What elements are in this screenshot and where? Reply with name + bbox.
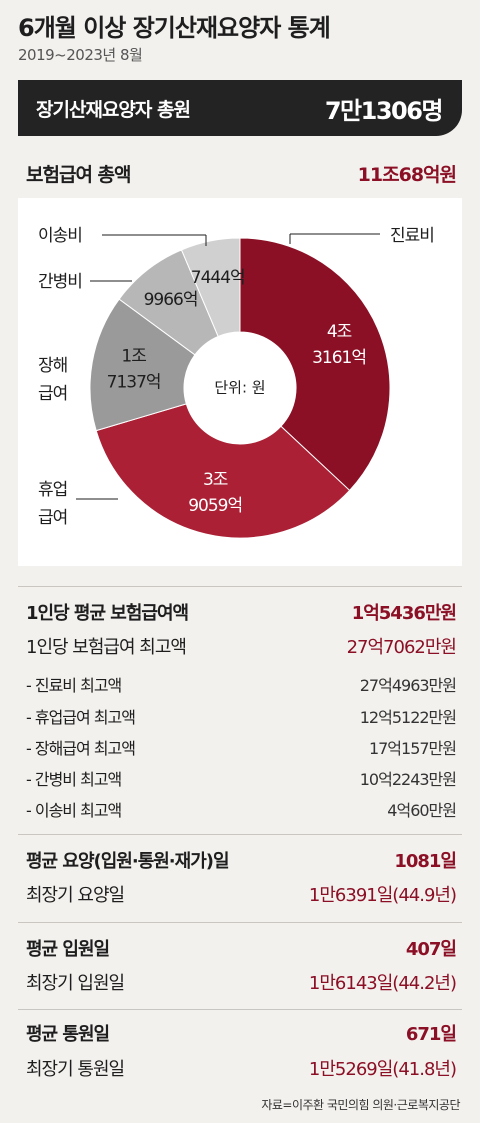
avg-outpatient-value: 671일 (405, 1024, 457, 1045)
item-label: - 간병비 최고액 (26, 770, 122, 789)
item-value: 27억4963만원 (359, 676, 457, 695)
avg-outpatient-row: 평균 통원일 671일 (26, 1019, 457, 1047)
slice-value-label: 4조 (327, 322, 352, 342)
divider (18, 1009, 462, 1010)
slice-value-label: 9966억 (144, 290, 198, 310)
list-item: - 진료비 최고액 27억4963만원 (26, 670, 457, 698)
total-count-banner: 장기산재요양자 총원 7만1306명 (18, 80, 462, 136)
pie-slice-0 (239, 237, 391, 492)
item-label: - 휴업급여 최고액 (26, 708, 136, 727)
slice-value-label: 7444억 (191, 268, 245, 288)
avg-care-label: 평균 요양(입원·통원·재가)일 (26, 851, 230, 872)
item-label: - 이송비 최고액 (26, 801, 122, 820)
avg-care-row: 평균 요양(입원·통원·재가)일 1081일 (26, 846, 457, 874)
unit-label: 단위: 원 (214, 379, 265, 397)
divider (18, 586, 462, 587)
max-care-label: 최장기 요양일 (26, 885, 125, 906)
max-care-row: 최장기 요양일 1만6391일(44.9년) (26, 880, 457, 908)
pie-slice-4 (180, 237, 241, 338)
item-value: 10억2243만원 (359, 770, 457, 789)
max-inpatient-row: 최장기 입원일 1만6143일(44.2년) (26, 968, 457, 996)
pie-slice-2 (89, 298, 196, 432)
avg-benefit-label: 1인당 평균 보험급여액 (26, 603, 189, 624)
slice-value-label: 7137억 (107, 372, 161, 392)
category-label: 진료비 (390, 226, 434, 246)
slice-value-label: 9059억 (188, 496, 242, 516)
avg-inpatient-row: 평균 입원일 407일 (26, 934, 457, 962)
max-outpatient-value: 1만5269일(41.8년) (308, 1059, 457, 1080)
max-benefit-value: 27억7062만원 (346, 637, 457, 658)
avg-inpatient-label: 평균 입원일 (26, 939, 110, 960)
max-outpatient-label: 최장기 통원일 (26, 1059, 125, 1080)
benefit-total-value: 11조68억원 (357, 164, 457, 186)
item-value: 12억5122만원 (359, 708, 457, 727)
avg-inpatient-value: 407일 (405, 939, 457, 960)
item-value: 4억60만원 (387, 801, 457, 820)
avg-care-value: 1081일 (394, 851, 457, 872)
slice-value-label: 3조 (203, 470, 228, 490)
max-benefit-label: 1인당 보험급여 최고액 (26, 637, 187, 658)
max-outpatient-row: 최장기 통원일 1만5269일(41.8년) (26, 1054, 457, 1082)
category-label: 이송비 (38, 226, 82, 246)
source-note: 자료=이주환 국민의힘 의원·근로복지공단 (261, 1098, 460, 1112)
slice-value-label: 1조 (121, 346, 146, 366)
item-value: 17억157만원 (368, 739, 457, 758)
max-care-value: 1만6391일(44.9년) (308, 885, 457, 906)
list-item: - 휴업급여 최고액 12억5122만원 (26, 702, 457, 730)
total-count-label: 장기산재요양자 총원 (36, 98, 191, 121)
category-label: 간병비 (38, 272, 82, 292)
avg-benefit-value: 1억5436만원 (351, 603, 457, 624)
list-item: - 이송비 최고액 4억60만원 (26, 795, 457, 823)
max-inpatient-label: 최장기 입원일 (26, 973, 125, 994)
list-item: - 장해급여 최고액 17억157만원 (26, 733, 457, 761)
max-inpatient-value: 1만6143일(44.2년) (308, 973, 457, 994)
divider (18, 834, 462, 835)
category-label: 급여 (38, 508, 67, 528)
category-label: 휴업 (38, 480, 67, 500)
max-benefit-row: 1인당 보험급여 최고액 27억7062만원 (26, 632, 457, 660)
total-count-value: 7만1306명 (324, 96, 444, 125)
page-title: 6개월 이상 장기산재요양자 통계 (18, 14, 331, 42)
avg-benefit-row: 1인당 평균 보험급여액 1억5436만원 (26, 598, 457, 626)
category-label: 급여 (38, 384, 67, 404)
item-label: - 장해급여 최고액 (26, 739, 136, 758)
page-subtitle: 2019~2023년 8월 (18, 46, 143, 64)
avg-outpatient-label: 평균 통원일 (26, 1024, 110, 1045)
list-item: - 간병비 최고액 10억2243만원 (26, 764, 457, 792)
category-label: 장해 (38, 356, 67, 376)
benefit-total-label: 보험급여 총액 (26, 164, 131, 186)
pie-slice-1 (95, 403, 351, 539)
divider (18, 922, 462, 923)
item-label: - 진료비 최고액 (26, 676, 122, 695)
slice-value-label: 3161억 (312, 348, 366, 368)
